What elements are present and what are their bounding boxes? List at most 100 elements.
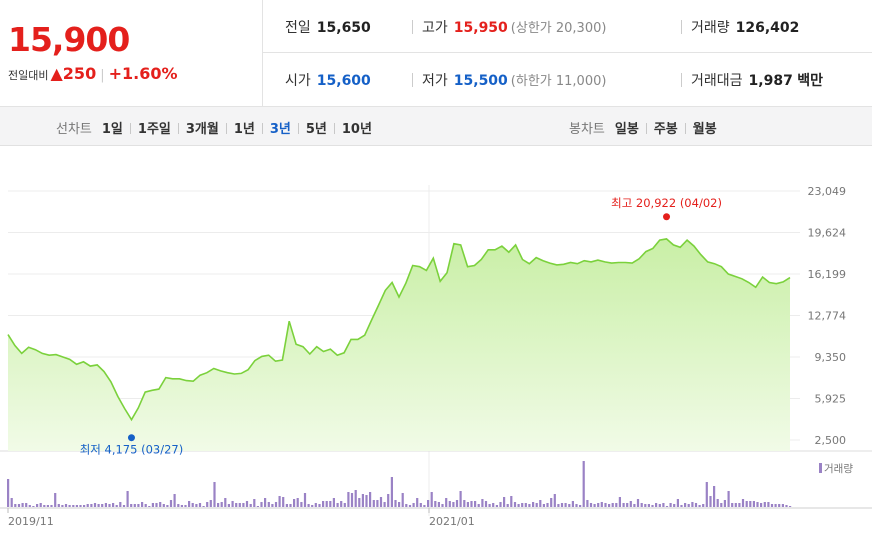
volume-bar <box>274 502 278 507</box>
tab-3m[interactable]: 3개월 <box>185 122 219 137</box>
volume-bar <box>600 502 603 507</box>
volume-bar <box>539 500 542 507</box>
volume-bar <box>463 500 466 507</box>
volume-bar <box>423 505 426 507</box>
volume-bar <box>318 504 321 507</box>
quote-row-1: 전일 15,650 고가 15,950 (상한가 20,300) 거래량 126,402 <box>263 0 872 53</box>
volume-bar <box>405 504 408 507</box>
volume-bars <box>7 461 792 507</box>
volume-bar <box>767 502 770 507</box>
volume-bar <box>741 499 745 507</box>
tab-10y[interactable]: 10년 <box>341 122 372 137</box>
quote-row-2: 시가 15,600 저가 15,500 (하한가 11,000) 거래대금 1,987 … <box>263 53 872 105</box>
volume-bar <box>195 504 198 507</box>
volume-bar <box>636 499 640 507</box>
tab-monthly[interactable]: 월봉 <box>692 122 717 137</box>
price-change: 전일대비 ▲250 | +1.60% <box>8 64 178 83</box>
volume-bar <box>398 502 401 507</box>
volume-bar <box>626 503 629 507</box>
volume-bar <box>593 504 596 507</box>
volume-bar <box>495 505 498 507</box>
volume-bar <box>785 505 788 507</box>
volume-bar <box>141 502 144 507</box>
volume-bar <box>723 500 726 507</box>
volume-bar <box>278 496 281 507</box>
volume-bar <box>477 504 480 507</box>
volume-bar <box>720 503 723 507</box>
volume-bar <box>629 501 632 507</box>
line-chart-label: 선차트 <box>56 122 92 137</box>
tab-daily[interactable]: 일봉 <box>614 122 639 137</box>
volume-bar <box>452 502 455 507</box>
volume-bar <box>644 504 647 507</box>
volume-bar <box>401 493 404 507</box>
volume-bar <box>738 503 741 507</box>
volume-bar <box>379 497 383 507</box>
volume-bar <box>705 482 708 507</box>
volume-bar <box>162 504 165 507</box>
volume-bar <box>307 504 310 507</box>
volume-bar <box>615 503 618 507</box>
volume-bar <box>734 503 737 507</box>
volume-bar <box>155 503 158 507</box>
tab-1w[interactable]: 1주일 <box>137 122 171 137</box>
volume-bar <box>416 498 419 507</box>
tab-weekly[interactable]: 주봉 <box>653 122 678 137</box>
volume-bar <box>282 497 285 507</box>
volume-legend: 거래량 <box>824 463 853 475</box>
volume-bar <box>79 505 82 507</box>
volume-bar <box>589 503 593 507</box>
volume-bar <box>752 501 755 507</box>
volume-bar <box>322 501 325 507</box>
x-axis-labels: 2019/11 2021/01 <box>7 508 475 528</box>
volume-bar <box>586 500 589 507</box>
volume-bar <box>770 504 774 507</box>
volume-bar <box>553 494 556 507</box>
volume-bar <box>684 503 687 507</box>
volume-bar <box>249 504 252 507</box>
volume-bar <box>604 503 607 507</box>
change-amount: 250 <box>62 64 97 83</box>
volume-bar <box>618 497 621 507</box>
volume-bar <box>513 502 517 507</box>
volume-bar <box>166 505 169 507</box>
volume-bar <box>332 498 335 507</box>
up-arrow-icon: ▲ <box>50 64 63 83</box>
volume-bar <box>224 498 227 507</box>
volume-bar <box>296 498 299 507</box>
volume-bar <box>647 504 650 507</box>
trade-value: 거래대금 1,987 백만 <box>680 70 823 90</box>
volume-bar <box>694 503 698 507</box>
volume-bar <box>36 504 39 507</box>
volume-bar <box>173 494 176 507</box>
volume-bar <box>658 504 661 507</box>
tab-1d[interactable]: 1일 <box>101 122 123 137</box>
volume-bar <box>466 502 469 507</box>
volume-bar <box>350 493 354 507</box>
volume-bar <box>365 495 368 507</box>
volume-bar <box>430 492 433 507</box>
volume-bar <box>213 482 216 507</box>
y-axis-labels: 23,049 19,624 16,199 12,774 9,350 5,925 2,500 <box>808 185 847 447</box>
tab-5y[interactable]: 5년 <box>305 122 327 137</box>
volume-bar <box>61 505 64 507</box>
volume-bar <box>499 502 502 507</box>
volume-bar <box>510 496 513 507</box>
volume-bar <box>32 506 35 507</box>
quote-header: 15,900 전일대비 ▲250 | +1.60% 전일 15,650 고가 15,950… <box>0 0 872 107</box>
volume-bar <box>148 506 151 507</box>
volume-bar <box>46 505 49 507</box>
volume-bar <box>242 503 245 507</box>
price-box: 15,900 전일대비 ▲250 | +1.60% <box>0 0 263 106</box>
volume-bar <box>481 499 484 507</box>
volume-bar <box>383 502 386 507</box>
volume-bar <box>184 505 187 507</box>
volume-bar <box>7 479 10 507</box>
tab-1y[interactable]: 1년 <box>233 122 255 137</box>
volume-bar <box>144 504 147 507</box>
max-annotation: 최고 20,922 (04/02) <box>611 196 722 210</box>
volume-bar <box>376 500 379 507</box>
tab-3y[interactable]: 3년 <box>269 122 291 137</box>
volume-bar <box>640 503 643 507</box>
volume-bar <box>582 461 585 507</box>
